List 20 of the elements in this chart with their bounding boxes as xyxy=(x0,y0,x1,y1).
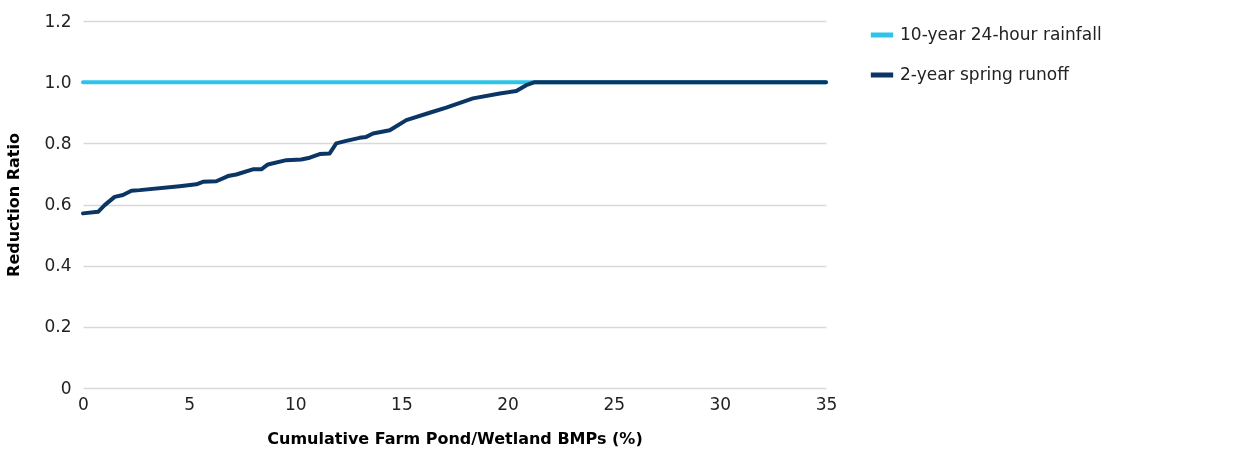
x-tick-label: 35 xyxy=(815,393,838,414)
line-series xyxy=(81,80,828,216)
x-axis-title: Cumulative Farm Pond/Wetland BMPs (%) xyxy=(267,428,643,448)
y-tick-label: 1.0 xyxy=(44,71,72,92)
x-tick-label: 30 xyxy=(709,393,732,414)
x-tick-label: 5 xyxy=(184,393,196,414)
x-tick-label: 20 xyxy=(497,393,519,414)
y-tick-label: 0.8 xyxy=(44,132,72,153)
y-tick-label: 0.6 xyxy=(44,194,72,214)
legend-label: 2-year spring runoff xyxy=(900,64,1071,84)
x-tick-label: 15 xyxy=(391,393,413,414)
x-tick-label: 25 xyxy=(603,393,626,414)
x-tick-label: 0 xyxy=(78,393,89,414)
y-tick-label: 0.4 xyxy=(44,255,72,276)
x-tick-label: 10 xyxy=(284,393,307,414)
y-tick-label: 1.2 xyxy=(44,10,72,31)
y-axis-title: Reduction Ratio xyxy=(4,133,24,277)
y-tick-label: 0 xyxy=(60,377,72,398)
legend-label: 10-year 24-hour rainfall xyxy=(900,24,1102,44)
y-tick-label: 0.2 xyxy=(44,316,72,337)
